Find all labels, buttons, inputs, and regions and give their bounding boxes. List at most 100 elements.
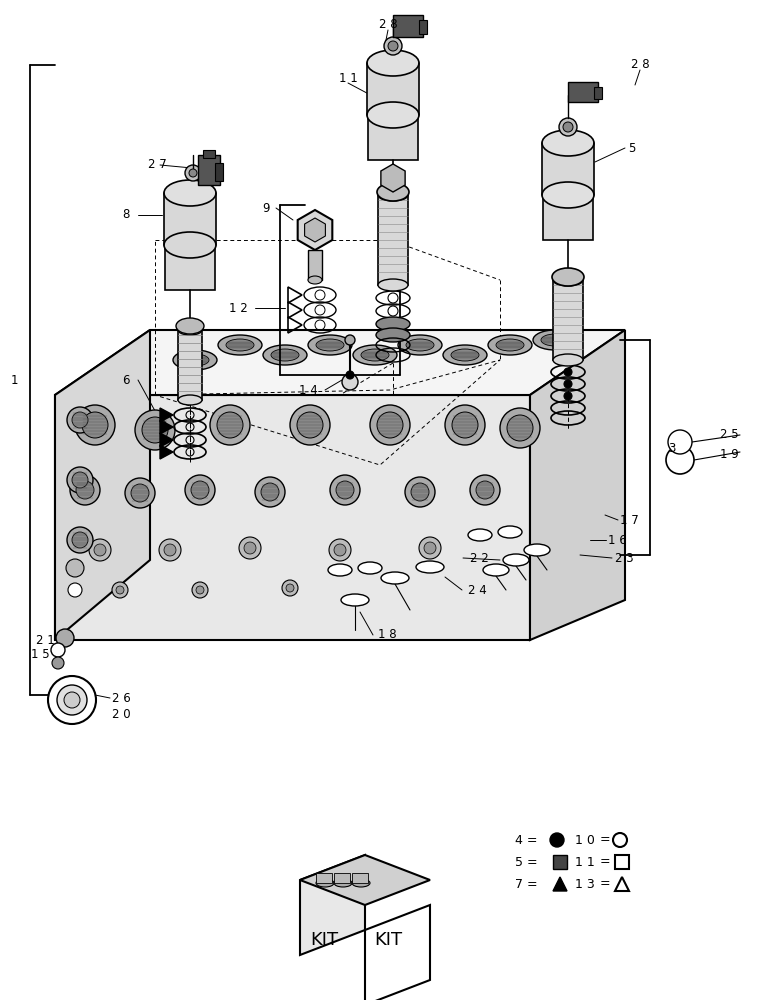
- Ellipse shape: [376, 317, 410, 331]
- Ellipse shape: [263, 345, 307, 365]
- Ellipse shape: [406, 339, 434, 351]
- Text: 5 =: 5 =: [515, 856, 537, 868]
- Ellipse shape: [416, 561, 444, 573]
- Ellipse shape: [378, 189, 408, 201]
- Text: 2 0: 2 0: [112, 708, 130, 722]
- Ellipse shape: [378, 279, 408, 291]
- Bar: [198, 155, 220, 185]
- Ellipse shape: [443, 345, 487, 365]
- Circle shape: [384, 37, 402, 55]
- Bar: [594, 87, 602, 99]
- Circle shape: [345, 335, 355, 345]
- Text: 8: 8: [123, 209, 130, 222]
- Polygon shape: [298, 210, 332, 250]
- Circle shape: [112, 582, 128, 598]
- Ellipse shape: [226, 339, 254, 351]
- Ellipse shape: [308, 276, 322, 284]
- Circle shape: [244, 542, 256, 554]
- Circle shape: [159, 539, 181, 561]
- Ellipse shape: [524, 544, 550, 556]
- Text: 1 3: 1 3: [575, 878, 594, 890]
- Circle shape: [210, 405, 250, 445]
- Ellipse shape: [353, 345, 397, 365]
- Circle shape: [72, 532, 88, 548]
- Bar: [164, 193, 216, 245]
- Circle shape: [131, 484, 149, 502]
- Circle shape: [52, 657, 64, 669]
- Circle shape: [405, 477, 435, 507]
- Polygon shape: [365, 905, 430, 1000]
- Text: 1 9: 1 9: [720, 448, 739, 462]
- Text: 2 4: 2 4: [468, 584, 487, 596]
- Text: 3: 3: [668, 442, 676, 454]
- Ellipse shape: [468, 529, 492, 541]
- Bar: [553, 280, 583, 360]
- Circle shape: [377, 412, 403, 438]
- Circle shape: [68, 583, 82, 597]
- Circle shape: [57, 685, 87, 715]
- Bar: [368, 115, 418, 160]
- Circle shape: [51, 643, 65, 657]
- Polygon shape: [530, 330, 625, 640]
- Ellipse shape: [352, 879, 370, 887]
- Ellipse shape: [361, 349, 389, 361]
- Ellipse shape: [552, 268, 584, 286]
- Circle shape: [217, 412, 243, 438]
- Circle shape: [668, 430, 692, 454]
- Ellipse shape: [377, 183, 409, 201]
- Polygon shape: [160, 433, 173, 447]
- Circle shape: [66, 559, 84, 577]
- Circle shape: [72, 472, 88, 488]
- Text: 2 8: 2 8: [631, 58, 649, 72]
- Polygon shape: [381, 164, 405, 192]
- Circle shape: [64, 692, 80, 708]
- Text: 1 6: 1 6: [608, 534, 627, 546]
- Circle shape: [196, 586, 204, 594]
- Text: 4 =: 4 =: [515, 834, 537, 846]
- Bar: [393, 15, 423, 37]
- Text: 1 5: 1 5: [32, 648, 50, 662]
- Text: 2 3: 2 3: [615, 552, 634, 564]
- Circle shape: [185, 475, 215, 505]
- Circle shape: [189, 169, 197, 177]
- Ellipse shape: [542, 130, 594, 156]
- Circle shape: [336, 481, 354, 499]
- Polygon shape: [55, 330, 625, 395]
- Bar: [615, 855, 629, 869]
- Circle shape: [239, 537, 261, 559]
- Ellipse shape: [541, 334, 569, 346]
- Bar: [308, 250, 322, 280]
- Circle shape: [75, 405, 115, 445]
- Circle shape: [185, 165, 201, 181]
- Bar: [543, 195, 593, 240]
- Circle shape: [564, 392, 572, 400]
- Circle shape: [56, 629, 74, 647]
- Ellipse shape: [367, 102, 419, 128]
- Circle shape: [550, 833, 564, 847]
- Circle shape: [70, 475, 100, 505]
- Circle shape: [507, 415, 533, 441]
- Circle shape: [192, 582, 208, 598]
- Ellipse shape: [381, 572, 409, 584]
- Polygon shape: [160, 445, 173, 459]
- Ellipse shape: [542, 182, 594, 208]
- Circle shape: [330, 475, 360, 505]
- Ellipse shape: [328, 564, 352, 576]
- Text: 2 1: 2 1: [36, 634, 55, 647]
- Circle shape: [334, 544, 346, 556]
- Circle shape: [116, 586, 124, 594]
- Text: KIT: KIT: [374, 931, 402, 949]
- Ellipse shape: [451, 349, 479, 361]
- Circle shape: [67, 467, 93, 493]
- Circle shape: [142, 417, 168, 443]
- Circle shape: [452, 412, 478, 438]
- Circle shape: [135, 410, 175, 450]
- Ellipse shape: [553, 354, 583, 366]
- Circle shape: [563, 122, 573, 132]
- Text: KIT: KIT: [310, 931, 338, 949]
- Circle shape: [559, 118, 577, 136]
- Ellipse shape: [334, 879, 352, 887]
- Bar: [568, 82, 598, 102]
- Circle shape: [445, 405, 485, 445]
- Polygon shape: [300, 855, 365, 955]
